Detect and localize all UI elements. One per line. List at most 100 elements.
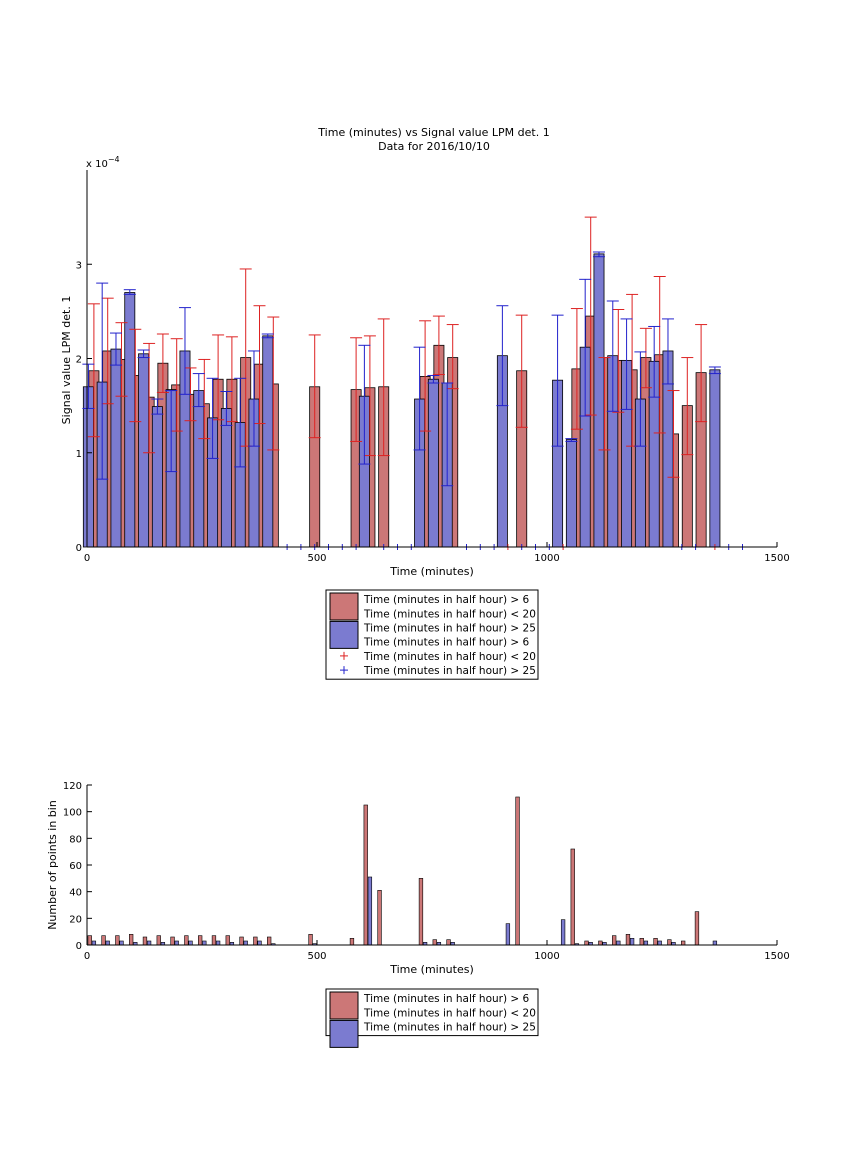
bar	[616, 940, 621, 946]
bar	[87, 935, 92, 946]
y-tick-label: 80	[69, 834, 82, 845]
bar	[220, 408, 232, 548]
bar	[267, 936, 272, 946]
bar	[262, 335, 274, 548]
chart2-plot-area: 0 500 1000 1500 0 20 40 60 80 100 120	[63, 781, 790, 962]
bar	[146, 940, 152, 946]
chart2-ylabel: Number of points in bin	[46, 800, 59, 930]
x-tick-label: 1500	[764, 553, 789, 564]
bar	[119, 940, 124, 946]
bar	[193, 390, 205, 548]
bar	[82, 386, 94, 548]
bar	[712, 940, 718, 946]
bar	[151, 406, 163, 548]
x-tick-label: 500	[307, 553, 326, 564]
bar	[570, 848, 575, 946]
legend-swatch	[329, 592, 359, 621]
legend-label: Time (minutes in half hour) > 25	[363, 1022, 536, 1034]
bar	[202, 940, 207, 946]
bar	[432, 939, 437, 946]
bar	[115, 935, 120, 946]
bar	[625, 934, 631, 946]
bar	[243, 940, 248, 946]
bar	[505, 923, 511, 946]
chart1-title: Time (minutes) vs Signal value LPM det. …	[317, 126, 549, 139]
bar	[639, 938, 644, 946]
bar	[694, 911, 700, 946]
x-tick-label: 0	[84, 951, 90, 962]
bar	[643, 940, 649, 946]
x-tick-label: 1500	[764, 951, 789, 962]
bar	[188, 940, 193, 946]
y-tick-label: 60	[69, 861, 82, 872]
bar	[211, 935, 217, 946]
legend-label: Time (minutes in half hour) > 25	[363, 665, 536, 677]
bar	[709, 369, 721, 548]
bar	[681, 940, 686, 946]
bar	[198, 935, 203, 946]
legend-box	[325, 589, 539, 680]
bar	[363, 804, 368, 946]
legend-swatch	[329, 991, 359, 1020]
legend-label: Time (minutes in half hour) > 6	[363, 594, 530, 606]
bar	[629, 938, 635, 946]
legend-label: Time (minutes in half hour) > 6	[363, 637, 530, 649]
y-tick-label: 0	[76, 941, 82, 952]
bar	[612, 935, 617, 946]
bar	[215, 940, 221, 946]
bar	[377, 890, 382, 946]
x-tick-label: 1000	[534, 951, 559, 962]
chart2-legend: Time (minutes in half hour) > 6 Time (min…	[325, 988, 539, 1048]
bar	[101, 935, 106, 946]
legend-box	[325, 988, 539, 1037]
legend-swatch	[329, 620, 359, 649]
bar	[418, 878, 424, 946]
bar	[349, 938, 355, 946]
bar	[667, 939, 672, 946]
bar	[308, 934, 313, 946]
legend-label: Time (minutes in half hour) > 6	[363, 993, 530, 1005]
bar	[657, 940, 662, 946]
legend-label: Time (minutes in half hour) < 20	[363, 1007, 536, 1019]
bar	[129, 934, 134, 946]
bar	[124, 292, 136, 548]
bar	[142, 936, 148, 946]
bar	[138, 353, 150, 548]
y-tick-label: 120	[63, 781, 82, 792]
bar	[170, 936, 175, 946]
chart1-exponent-label: x 10−4	[86, 155, 120, 170]
legend-label: Time (minutes in half hour) > 25	[363, 623, 536, 635]
bar	[653, 938, 658, 946]
y-tick-label: 3	[76, 260, 82, 271]
bar	[367, 876, 373, 946]
bar	[584, 940, 589, 946]
chart1-subtitle: Data for 2016/10/10	[378, 140, 490, 153]
y-tick-label: 100	[63, 808, 82, 819]
legend-label: Time (minutes in half hour) < 20	[363, 651, 536, 663]
y-tick-label: 2	[76, 355, 82, 366]
count-chart: 0 500 1000 1500 0 20 40 60 80 100 120 Time (minute…	[46, 781, 790, 1048]
bar	[257, 940, 262, 946]
chart1-plot-area: 0 500 1000 1500 0 1 2 3	[76, 170, 790, 564]
bar	[560, 919, 566, 946]
bar	[598, 940, 603, 946]
bar	[239, 936, 244, 946]
chart1-legend: Time (minutes in half hour) > 6 Time (min…	[325, 589, 539, 680]
bar	[225, 935, 230, 946]
x-tick-label: 0	[84, 553, 90, 564]
y-tick-label: 20	[69, 914, 82, 925]
bar	[174, 940, 179, 946]
y-tick-label: 0	[76, 543, 82, 554]
chart1-ylabel: Signal value LPM det. 1	[60, 296, 73, 425]
y-tick-label: 1	[76, 449, 82, 460]
bar	[105, 940, 110, 946]
bar	[446, 939, 451, 946]
bar	[110, 348, 122, 548]
bar	[515, 796, 520, 946]
bar	[184, 935, 189, 946]
bar	[427, 378, 439, 548]
bar	[91, 940, 97, 946]
x-tick-label: 500	[307, 951, 326, 962]
bar	[253, 936, 258, 946]
